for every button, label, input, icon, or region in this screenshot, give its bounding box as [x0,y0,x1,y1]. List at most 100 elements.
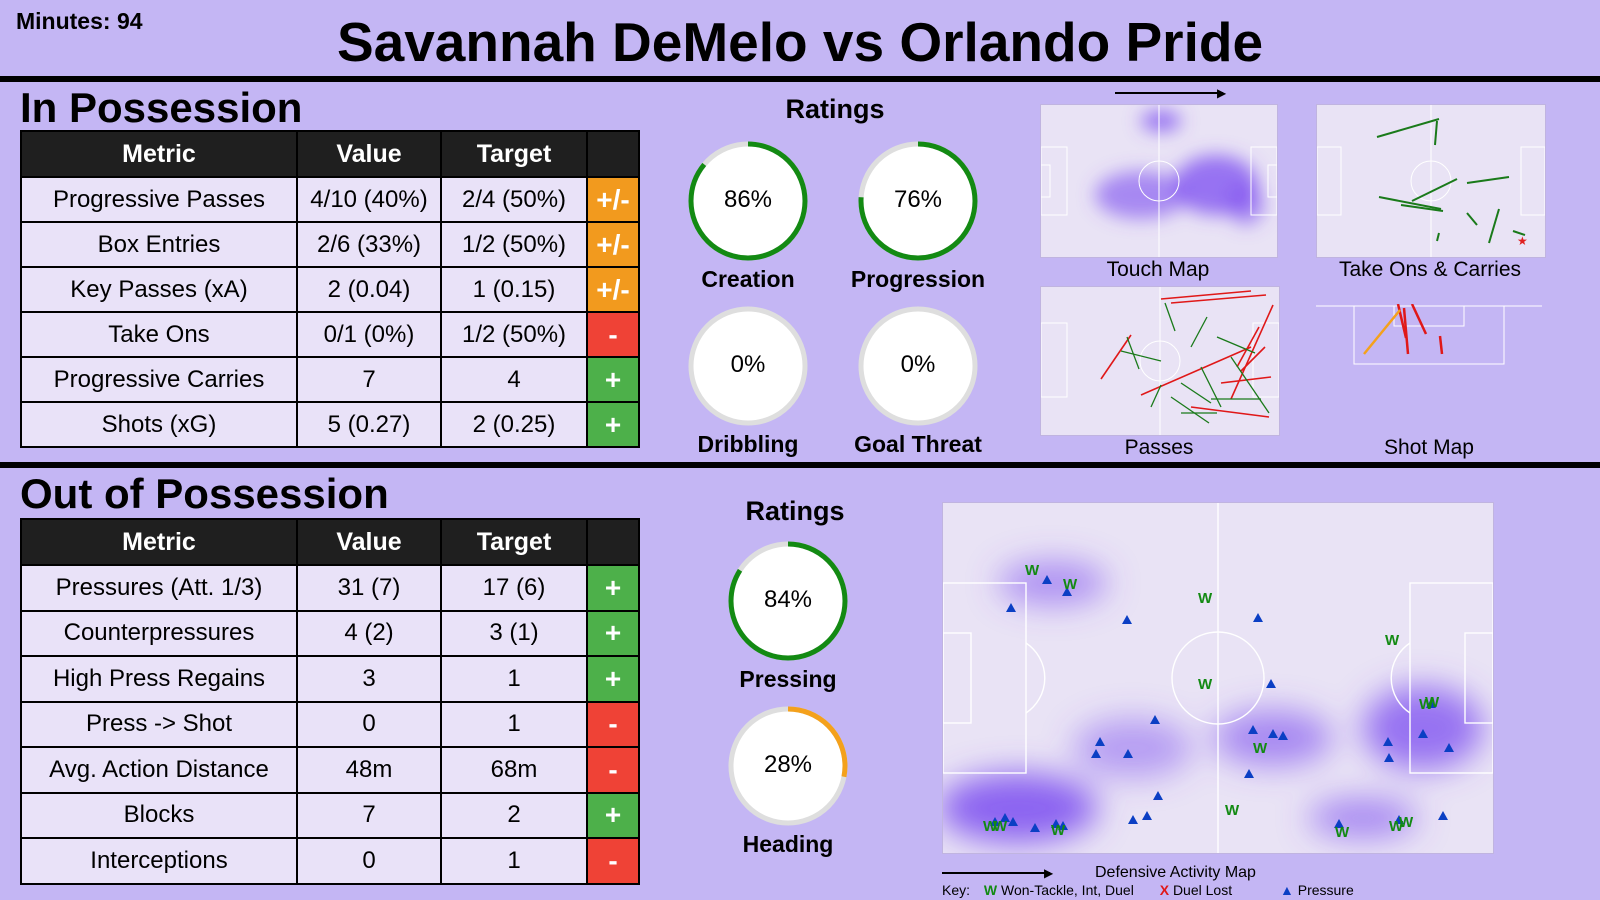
in-possession-ratings-title: Ratings [785,94,885,124]
svg-text:W: W [1389,818,1404,835]
svg-text:W: W [983,818,998,835]
value-cell: 7 [296,356,442,403]
table-row: Avg. Action Distance 48m 68m - [20,746,640,794]
table-row: Progressive Carries 7 4 + [20,356,640,403]
target-cell: 17 (6) [440,564,588,612]
key-won: Won-Tackle, Int, Duel [1001,882,1134,898]
table-row: Press -> Shot 0 1- [20,700,640,748]
pressure-key-icon: ▲ [1279,882,1294,898]
gauge-arc [728,706,848,826]
passes-svg [1040,287,1280,435]
col-value: Value [296,130,442,178]
gauge-ring [728,706,848,826]
table-row: Shots (xG) 5 (0.27) 2 (0.25) + [20,401,640,448]
value-cell: 0 [296,700,442,748]
gauge-value: 86% [723,186,773,213]
value-cell: 31 (7) [296,564,442,612]
gauge-value: 28% [763,751,813,778]
metric-cell: Progressive Passes [20,176,298,223]
take-ons-carries-map: ★ [1316,104,1546,258]
col-metric: Metric [20,130,298,178]
svg-text:W: W [1385,632,1400,649]
defensive-heat [938,561,1483,843]
indicator-cell: - [586,837,640,885]
gauge-value: 84% [763,586,813,613]
indicator-cell: - [586,311,640,358]
value-cell: 0 [296,837,442,885]
svg-text:W: W [1225,802,1240,819]
table-row: Take Ons 0/1 (0%) 1/2 (50%) - [20,311,640,358]
rating-gauge-creation: 86% Creation [648,136,848,296]
defensive-map-title: Defensive Activity Map [1095,864,1256,881]
target-cell: 2 [440,791,588,839]
gauge-arc [858,141,978,261]
shot-map-lines [1316,305,1542,365]
target-cell: 1/2 (50%) [440,311,588,358]
top-divider [0,76,1600,82]
table-row: Box Entries 2/6 (33%) 1/2 (50%) +/- [20,221,640,268]
table-row: Progressive Passes 4/10 (40%) 2/4 (50%) +/- [20,176,640,223]
col-indicator [586,130,640,178]
gauge-label: Dribbling [697,431,799,457]
svg-text:W: W [1253,740,1268,757]
metric-cell: High Press Regains [20,655,298,703]
col-target: Target [440,130,588,178]
metric-cell: Shots (xG) [20,401,298,448]
indicator-cell: +/- [586,176,640,223]
value-cell: 2/6 (33%) [296,221,442,268]
metric-cell: Key Passes (xA) [20,266,298,313]
gauge-arc [688,141,808,261]
gauge-label: Goal Threat [854,431,982,457]
gauge-track [688,306,808,426]
table-row: High Press Regains 3 1 + [20,655,640,703]
target-cell: 1 [440,837,588,885]
touch-pitch-lines [1040,105,1278,257]
metric-cell: Box Entries [20,221,298,268]
svg-text:W: W [1335,824,1350,841]
gauge-label: Heading [742,831,834,857]
gauge-label: Progression [850,266,986,292]
touch-map-svg [1040,105,1278,257]
metric-cell: Interceptions [20,837,298,885]
table-row: Counterpressures 4 (2) 3 (1) + [20,609,640,657]
touch-map-caption: Touch Map [1106,258,1210,281]
pressure-markers [990,575,1454,832]
pass-lines-complete [1120,302,1270,424]
page-title: Savannah DeMelo vs Orlando Pride [336,11,1264,73]
metric-cell: Blocks [20,791,298,839]
out-of-possession-ratings-title: Ratings [745,496,845,526]
target-cell: 3 (1) [440,609,588,657]
gauge-value: 76% [893,186,943,213]
target-cell: 1 (0.15) [440,266,588,313]
rating-gauge-heading: 28% Heading [688,701,888,861]
target-cell: 2/4 (50%) [440,176,588,223]
gauge-ring [858,306,978,426]
svg-text:W: W [1051,822,1066,839]
target-cell: 4 [440,356,588,403]
indicator-cell: +/- [586,266,640,313]
col-target: Target [440,518,588,566]
col-metric: Metric [20,518,298,566]
indicator-cell: + [586,356,640,403]
in-possession-title: In Possession [20,84,303,131]
lost-key-icon: X [1159,882,1170,898]
take-on-lost-icon: ★ [1517,234,1528,248]
key-lost: Duel Lost [1172,882,1233,898]
shot-map-svg [1316,303,1542,365]
gauge-value: 0% [900,351,936,378]
indicator-cell: + [586,401,640,448]
value-cell: 0/1 (0%) [296,311,442,358]
svg-text:W: W [1419,696,1434,713]
won-markers: WWW WWW WWW WW W W WW [983,562,1440,841]
value-cell: 3 [296,655,442,703]
svg-text:W: W [1198,590,1213,607]
indicator-cell: +/- [586,221,640,268]
svg-text:W: W [1399,814,1414,831]
value-cell: 2 (0.04) [296,266,442,313]
take-ons-pitch-lines [1316,105,1546,257]
defensive-map-key: Key: W Won-Tackle, Int, Duel X Duel Lost… [942,882,1354,898]
table-row: Key Passes (xA) 2 (0.04) 1 (0.15) +/- [20,266,640,313]
passes-caption: Passes [1124,436,1194,459]
value-cell: 4 (2) [296,609,442,657]
col-value: Value [296,518,442,566]
